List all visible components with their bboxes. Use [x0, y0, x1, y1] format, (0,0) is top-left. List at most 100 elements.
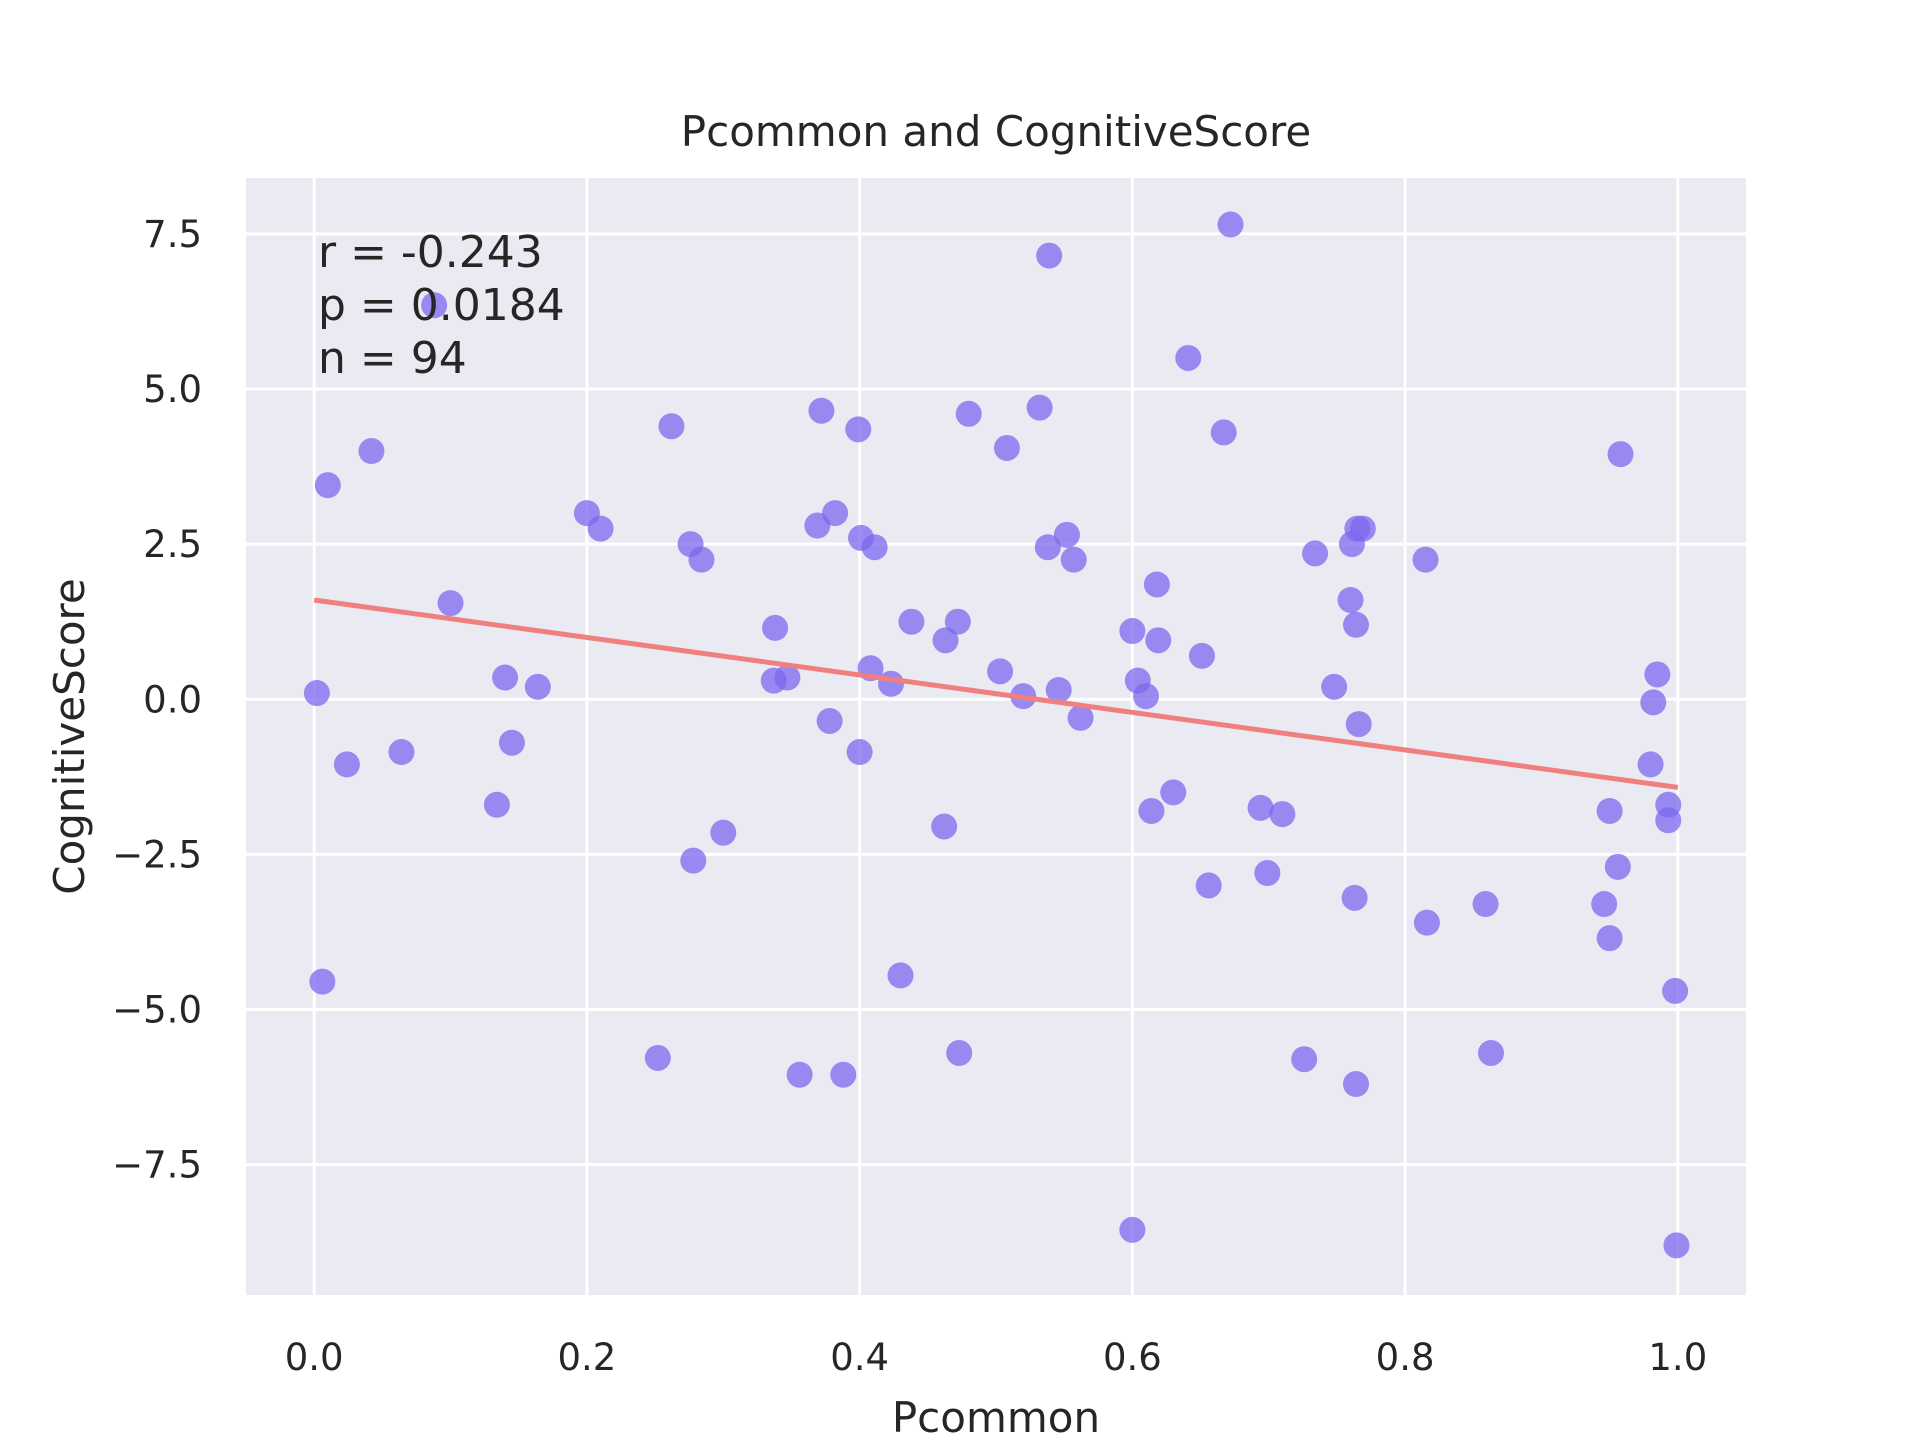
y-tick-label: −2.5: [112, 833, 202, 876]
data-point: [680, 847, 707, 874]
data-point: [1034, 534, 1061, 561]
data-points: [303, 211, 1690, 1259]
data-point: [1604, 853, 1631, 880]
data-point: [1412, 546, 1439, 573]
x-tick-label: 0.2: [557, 1336, 616, 1379]
data-point: [1607, 441, 1634, 468]
data-point: [1138, 797, 1165, 824]
data-point: [1345, 711, 1372, 738]
data-point: [944, 608, 971, 635]
data-point: [846, 739, 873, 766]
data-point: [1341, 884, 1368, 911]
data-point: [498, 729, 525, 756]
data-point: [1302, 540, 1329, 567]
y-tick-label: −7.5: [112, 1144, 202, 1187]
data-point: [1254, 860, 1281, 887]
data-point: [1291, 1046, 1318, 1073]
data-point: [1036, 242, 1063, 269]
data-point: [822, 500, 849, 527]
data-point: [898, 608, 925, 635]
data-point: [1119, 1216, 1146, 1243]
data-point: [644, 1044, 671, 1071]
data-point: [1337, 586, 1364, 613]
data-point: [710, 819, 737, 846]
y-tick-label: 5.0: [143, 368, 202, 411]
x-tick-label: 1.0: [1648, 1336, 1707, 1379]
data-point: [946, 1039, 973, 1066]
data-point: [786, 1061, 813, 1088]
data-point: [1413, 909, 1440, 936]
data-point: [333, 751, 360, 778]
y-tick-label: 0.0: [143, 678, 202, 721]
data-point: [878, 670, 904, 697]
data-point: [830, 1061, 857, 1088]
annotation-line: r = -0.243: [318, 227, 543, 278]
data-point: [314, 472, 341, 499]
data-point: [388, 739, 415, 766]
data-point: [1133, 683, 1159, 710]
data-point: [1026, 394, 1053, 421]
grid-lines: [246, 178, 1746, 1295]
data-point: [1188, 642, 1215, 669]
data-point: [1143, 571, 1170, 598]
data-point: [492, 664, 519, 691]
x-axis-label: Pcommon: [892, 1393, 1100, 1440]
data-point: [931, 813, 958, 840]
data-point: [1145, 627, 1172, 654]
data-point: [303, 680, 330, 707]
y-tick-label: 7.5: [143, 213, 202, 256]
data-point: [1321, 673, 1348, 700]
data-point: [483, 791, 510, 818]
data-point: [421, 292, 448, 319]
plot-area: [246, 178, 1746, 1295]
data-point: [1160, 779, 1187, 806]
data-point: [808, 397, 835, 424]
data-point: [1119, 618, 1146, 645]
data-point: [1053, 521, 1080, 548]
data-point: [774, 664, 801, 691]
chart-title: Pcommon and CognitiveScore: [681, 107, 1311, 156]
data-point: [993, 434, 1020, 461]
data-point: [932, 627, 959, 654]
regression-line: [313, 597, 1679, 790]
data-point: [1067, 704, 1094, 731]
data-point: [762, 614, 789, 641]
data-point: [845, 416, 872, 443]
data-point: [688, 546, 715, 573]
data-point: [524, 673, 551, 700]
data-point: [816, 707, 843, 734]
x-tick-label: 0.4: [830, 1336, 889, 1379]
data-point: [1655, 807, 1682, 834]
x-tick-label: 0.8: [1376, 1336, 1435, 1379]
data-point: [1343, 611, 1369, 638]
data-point: [1195, 872, 1222, 899]
data-point: [1478, 1039, 1504, 1066]
data-point: [1343, 1071, 1369, 1098]
data-point: [1175, 344, 1202, 371]
data-point: [1472, 891, 1499, 918]
data-point: [1640, 689, 1667, 716]
y-tick-labels: 7.5 5.0 2.5 0.0 −2.5 −5.0 −7.5: [112, 213, 202, 1187]
data-point: [1596, 797, 1623, 824]
data-point: [658, 413, 685, 440]
data-point: [437, 590, 464, 617]
data-point: [1591, 891, 1618, 918]
annotation-line: p = 0.0184: [318, 280, 565, 331]
data-point: [987, 658, 1014, 685]
data-point: [955, 400, 982, 427]
data-point: [1662, 977, 1689, 1004]
data-point: [358, 438, 385, 465]
y-axis-label: CognitiveScore: [45, 578, 94, 894]
data-point: [1637, 751, 1664, 778]
data-point: [887, 962, 914, 989]
x-tick-label: 0.0: [285, 1336, 344, 1379]
data-point: [1217, 211, 1244, 238]
data-point: [1210, 419, 1237, 446]
data-point: [587, 515, 614, 542]
x-tick-labels: 0.0 0.2 0.4 0.6 0.8 1.0: [285, 1336, 1707, 1379]
data-point: [1247, 794, 1274, 821]
data-point: [309, 968, 336, 995]
data-point: [1349, 515, 1376, 542]
